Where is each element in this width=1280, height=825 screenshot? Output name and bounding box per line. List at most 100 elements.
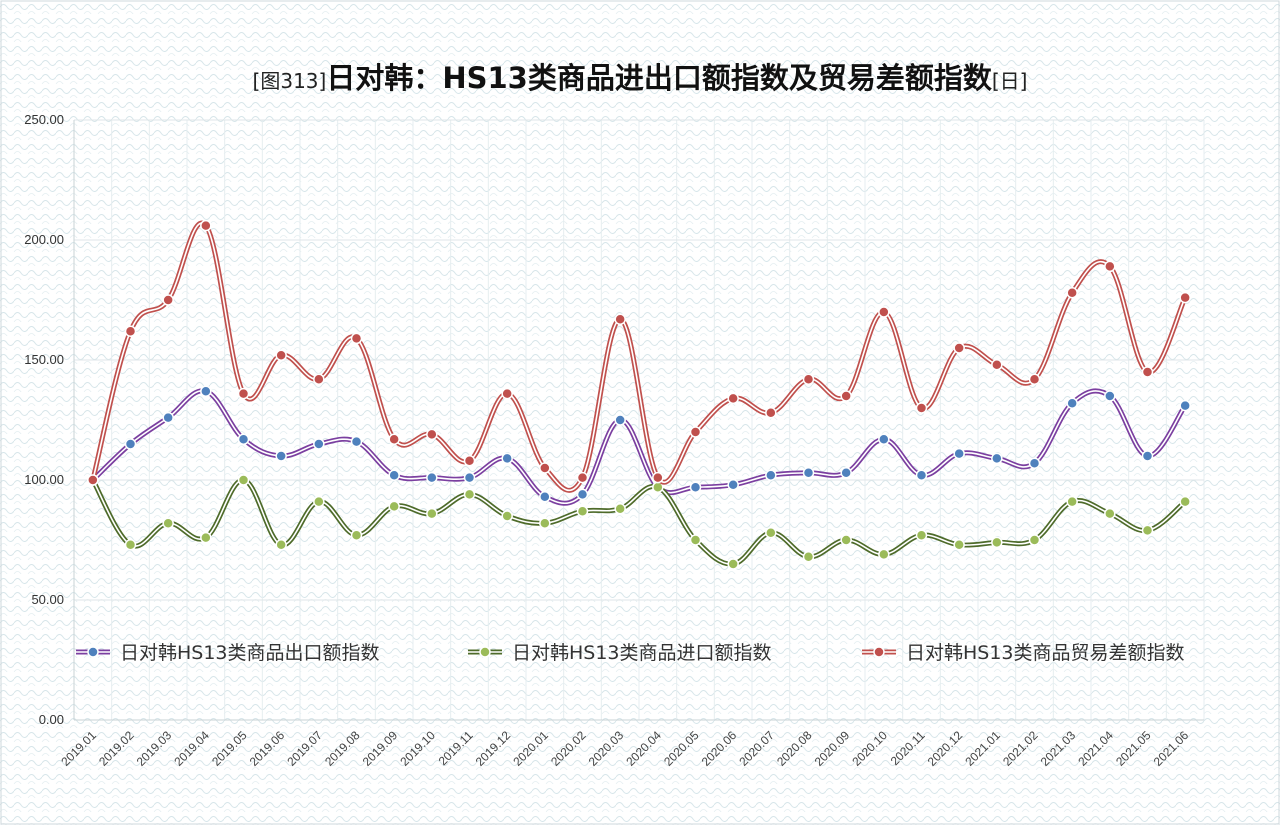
data-point (1028, 457, 1041, 469)
y-tick-label: 150.00 (24, 352, 64, 367)
y-tick-label: 250.00 (24, 112, 64, 127)
legend-marker (87, 646, 99, 658)
data-point (1028, 373, 1041, 385)
data-point (576, 488, 589, 501)
data-point (1141, 450, 1154, 462)
data-point (237, 474, 250, 486)
data-point (991, 359, 1003, 371)
legend-item-2: 日对韩HS13类商品进口额指数 (468, 642, 772, 664)
data-point (1141, 524, 1154, 537)
data-point (200, 531, 212, 544)
data-point (350, 435, 363, 448)
data-point (463, 455, 476, 467)
data-point (689, 481, 702, 493)
series-1 (87, 385, 1191, 506)
data-point (87, 474, 99, 486)
data-point (953, 539, 965, 551)
y-tick-label: 100.00 (24, 472, 64, 487)
data-point (614, 313, 626, 325)
data-point (1104, 390, 1116, 402)
data-point (162, 294, 174, 306)
data-point (162, 411, 174, 424)
data-point (1104, 260, 1116, 273)
data-point (689, 426, 702, 438)
data-point (162, 517, 174, 529)
data-point (463, 471, 476, 484)
data-point (350, 529, 363, 541)
data-point (237, 387, 250, 400)
data-point (1141, 366, 1154, 378)
data-point (991, 452, 1003, 465)
data-point (915, 469, 928, 481)
data-point (1066, 397, 1078, 409)
data-point (200, 385, 212, 397)
data-point (953, 447, 965, 460)
data-point (539, 491, 551, 503)
data-point (237, 433, 250, 445)
data-point (765, 527, 777, 539)
data-point (689, 534, 702, 546)
legend-label: 日对韩HS13类商品贸易差额指数 (906, 642, 1185, 664)
data-point (727, 558, 739, 570)
data-point (991, 536, 1003, 549)
y-axis: 0.00 50.00 100.00 150.00 200.00 250.00 (24, 112, 1204, 727)
data-point (1179, 399, 1191, 412)
data-point (878, 548, 890, 561)
data-point (501, 510, 513, 522)
data-point (539, 517, 551, 529)
data-point (614, 414, 626, 426)
data-point (1179, 291, 1191, 304)
legend-label: 日对韩HS13类商品出口额指数 (120, 642, 380, 664)
data-point (313, 495, 325, 508)
data-point (426, 507, 438, 520)
data-point (878, 306, 890, 318)
data-point (275, 539, 287, 551)
legend-label: 日对韩HS13类商品进口额指数 (512, 642, 772, 664)
legend: 日对韩HS13类商品出口额指数 日对韩HS13类商品进口额指数 日对韩HS13类商品… (76, 642, 1185, 664)
data-point (463, 488, 476, 501)
data-point (727, 479, 739, 491)
y-tick-label: 0.00 (39, 712, 64, 727)
data-point (614, 503, 626, 515)
data-point (576, 471, 589, 484)
title-prefix: [图313] (253, 69, 327, 93)
data-point (953, 342, 965, 354)
data-point (1066, 495, 1078, 508)
data-point (124, 438, 137, 450)
data-point (576, 505, 589, 517)
data-point (124, 539, 137, 551)
data-point (1179, 495, 1191, 508)
chart-title: [图313]日对韩：HS13类商品进出口额指数及贸易差额指数[日] (253, 61, 1028, 95)
data-point (915, 402, 928, 414)
data-point (915, 529, 928, 541)
data-point (350, 332, 363, 345)
data-point (802, 551, 815, 563)
data-point (388, 433, 400, 445)
data-point (124, 325, 137, 337)
legend-item-1: 日对韩HS13类商品出口额指数 (76, 642, 380, 664)
data-point (539, 462, 551, 474)
series-layer (87, 219, 1191, 570)
series-3 (87, 219, 1191, 493)
data-point (275, 349, 287, 361)
data-point (765, 469, 777, 481)
data-point (765, 407, 777, 419)
data-point (426, 471, 438, 484)
data-point (501, 452, 513, 465)
data-point (840, 467, 852, 479)
legend-item-3: 日对韩HS13类商品贸易差额指数 (862, 642, 1185, 664)
data-point (840, 534, 852, 546)
title-main: 日对韩：HS13类商品进出口额指数及贸易差额指数 (326, 61, 993, 95)
data-point (802, 373, 815, 385)
data-point (313, 438, 325, 450)
data-point (200, 219, 212, 232)
title-suffix: [日] (992, 69, 1028, 93)
data-point (652, 471, 664, 484)
data-point (426, 428, 438, 441)
series-2 (87, 474, 1191, 570)
legend-marker (873, 646, 885, 658)
data-point (878, 433, 890, 445)
